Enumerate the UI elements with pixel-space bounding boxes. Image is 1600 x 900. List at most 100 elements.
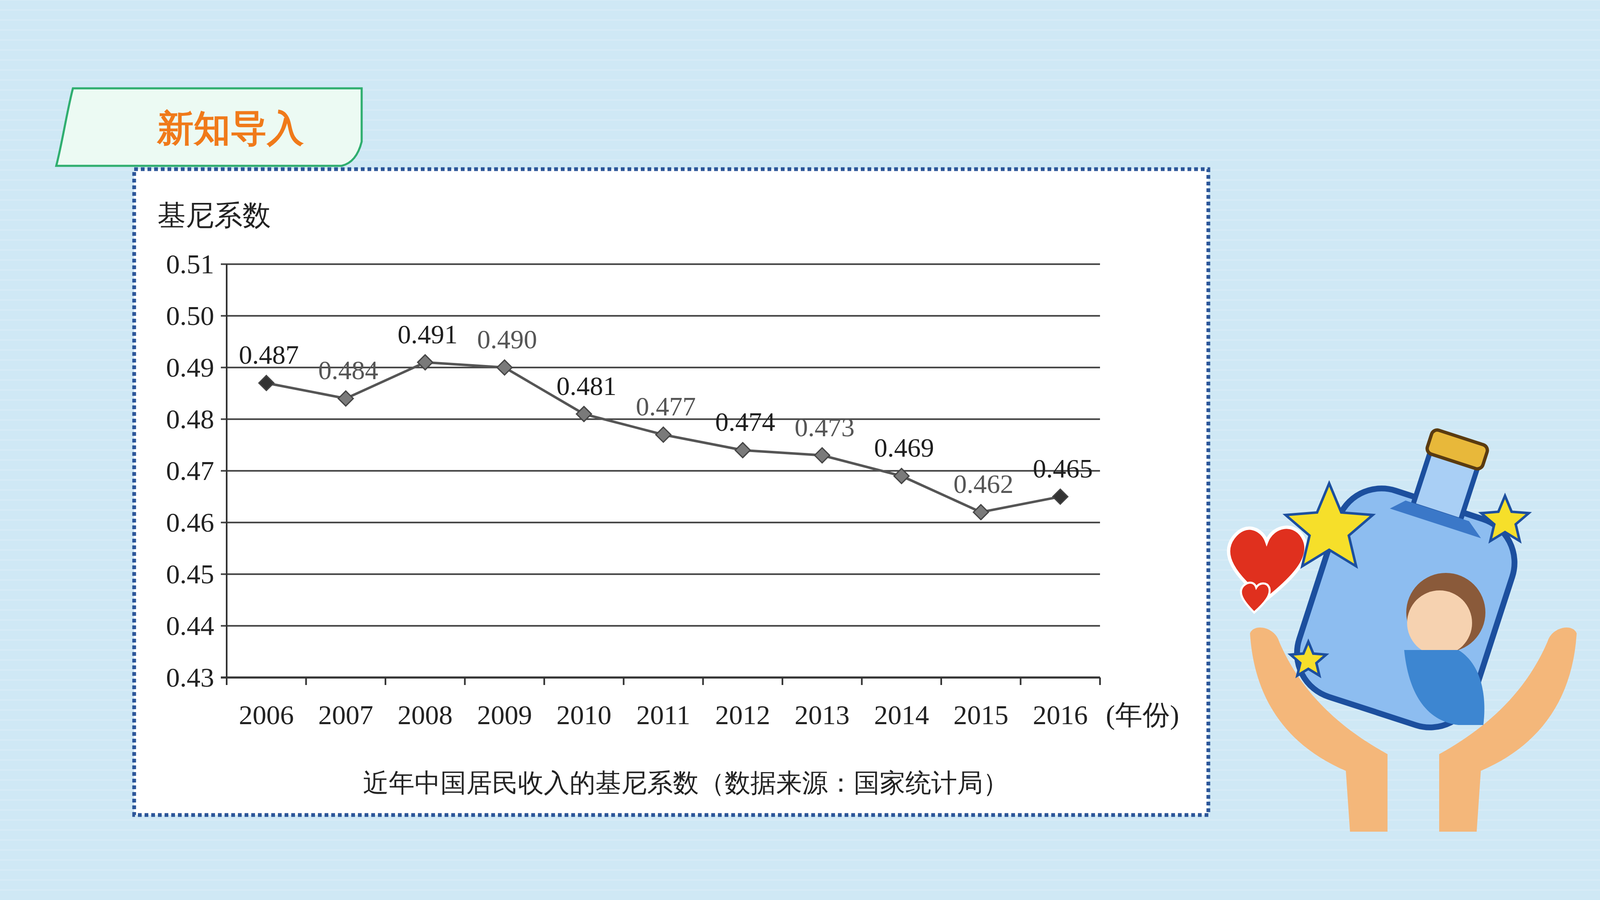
chart-panel [134,169,1209,815]
data-label: 0.474 [715,407,776,437]
grid-line [220,521,1100,524]
data-point [735,442,751,458]
x-tick-label: 2008 [397,699,453,730]
data-point [894,468,910,484]
data-label: 0.465 [1032,453,1093,484]
data-line [266,362,1060,513]
texture-line [0,19,1600,21]
chart: 基尼系数 0.43 0.44 0.45 0.46 0.47 0.48 0.49 0.50 0.51… [157,199,1180,798]
texture-line [0,79,1600,81]
x-axis-title: (年份) [1105,699,1180,731]
data-labels: 0.487 0.484 0.491 0.490 0.481 0.477 0.474 0.473… [238,319,1093,500]
data-label: 0.490 [477,324,538,355]
chart-title: 近年中国居民收入的基尼系数（数据来源：国家统计局） [362,768,1009,798]
heart [1240,582,1270,613]
y-tick-label: 0.51 [166,248,215,280]
star [1290,641,1327,676]
slide: 新知导入基尼系数 0.43 0.44 0.45 0.46 0.47 0.48 0.49 0.50… [0,0,1600,900]
y-tick-label: 0.48 [166,403,215,435]
texture-line [0,69,1600,71]
x-tick-mark [940,677,943,685]
tab-shape [56,88,362,166]
x-tick-mark [702,677,704,685]
y-axis-title: 基尼系数 [157,199,271,232]
data-point [1052,489,1068,505]
texture-line [0,59,1600,61]
tab-title: 新知导入 [156,106,305,150]
data-label: 0.487 [238,340,299,370]
x-tick-mark [781,677,784,685]
star [1285,483,1373,567]
data-label: 0.484 [318,355,379,385]
x-tick-mark [384,677,387,685]
texture-line [0,839,1600,841]
texture-line [0,49,1600,51]
grid-line [220,315,1100,317]
background-texture [0,0,1600,890]
texture-line [0,879,1600,881]
y-tick-label: 0.44 [166,610,215,641]
x-tick-mark [860,677,863,685]
x-tick-label: 2010 [556,699,612,730]
background [0,0,1600,900]
data-point [655,427,671,443]
y-tick-label: 0.43 [166,662,215,693]
data-label: 0.491 [397,319,458,350]
data-label: 0.481 [556,371,617,401]
x-tick-mark [622,677,625,685]
y-tick-label: 0.50 [166,300,215,331]
y-tick-label: 0.45 [166,558,215,590]
x-tick-label: 2007 [318,699,374,730]
ribbon [1390,496,1485,539]
data-label: 0.462 [953,469,1014,499]
x-tick-label: 2012 [715,699,771,730]
data-label: 0.469 [874,432,935,463]
y-axis-line [225,264,228,684]
data-point [814,447,830,463]
data-label: 0.473 [794,412,855,443]
grid-line [220,573,1100,575]
grid-line [220,263,1100,265]
x-tick-label: 2015 [953,699,1009,730]
texture-line [0,869,1600,871]
texture-line [0,849,1600,851]
child-body [1404,650,1485,725]
grid-line [220,676,1100,679]
x-tick-label: 2013 [794,699,850,730]
x-tick-mark [1019,677,1022,685]
x-tick-label: 2014 [874,699,930,730]
data-point [576,406,592,422]
data-point [258,375,274,391]
x-tick-label: 2016 [1032,699,1088,730]
marks [258,355,1068,520]
data-point [973,504,989,520]
decoration [1228,409,1577,832]
texture-line [0,859,1600,861]
y-tick-label: 0.47 [166,455,215,486]
texture-line [0,9,1600,11]
texture-line [0,889,1600,891]
x-tick-mark [1099,677,1101,685]
header-tab: 新知导入 [56,88,362,166]
data-point [497,360,513,375]
y-tick-label: 0.46 [166,507,215,538]
x-tick-mark [225,677,228,685]
x-tick-label: 2009 [477,699,533,730]
texture-line [0,39,1600,41]
bottle-cap [1425,428,1490,470]
bottle [1285,409,1549,740]
child-face [1407,590,1473,656]
x-tick-label: 2011 [636,699,691,730]
x-tick-label: 2006 [238,699,294,730]
texture-line [0,29,1600,31]
star [1481,495,1529,542]
x-tick-mark [305,677,308,685]
data-point [417,355,433,370]
x-tick-mark [543,677,545,685]
data-point [338,390,354,406]
x-tick-mark [464,677,466,685]
texture-line [0,0,1600,1]
data-label: 0.477 [635,391,696,422]
y-tick-label: 0.49 [166,352,215,383]
grid-line [220,625,1100,627]
